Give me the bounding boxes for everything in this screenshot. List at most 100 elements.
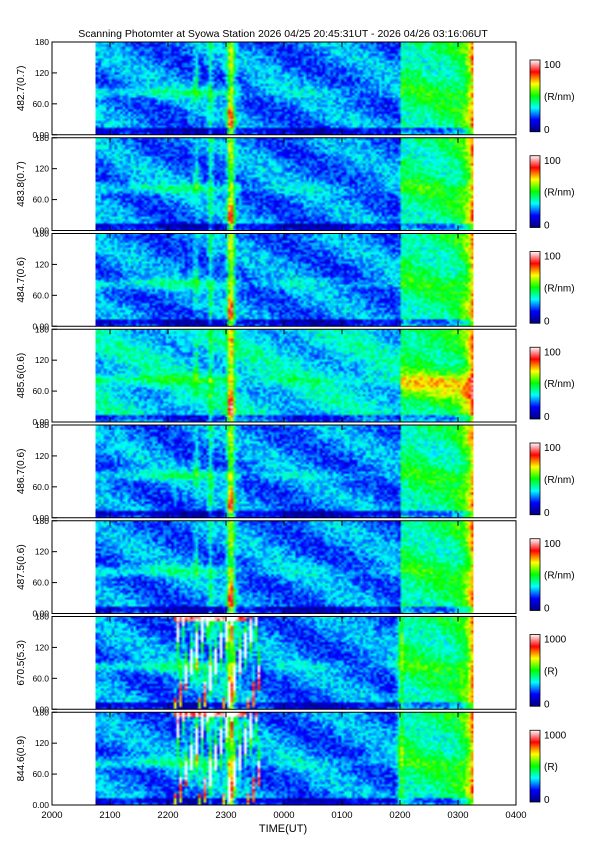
colorbar-label: 0 [544, 221, 550, 232]
y-tick-label: 180 [35, 37, 49, 47]
y-tick-label: 60.0 [32, 673, 49, 683]
colorbar-label: 0 [544, 604, 550, 615]
panel: 0.00 60.0 120 180 483.8(0.7) 100 (R/nm) 0 [16, 133, 575, 236]
colorbar-label: 100 [544, 347, 561, 358]
x-tick-label: 0300 [447, 810, 468, 821]
y-tick-label: 60.0 [32, 99, 49, 109]
y-tick-label: 0.00 [32, 226, 49, 236]
colorbar [529, 59, 541, 133]
colorbar-label: 1000 [544, 635, 567, 646]
heatmap-image [95, 425, 474, 518]
panel-label: 487.5(0.6) [16, 544, 27, 590]
colorbar-label: 100 [544, 443, 561, 454]
x-tick-label: 0100 [331, 810, 352, 821]
heatmap-image [95, 712, 474, 805]
heatmap-image [95, 233, 474, 327]
y-tick-label: 180 [35, 516, 49, 526]
y-tick-label: 180 [35, 229, 49, 239]
y-tick-label: 120 [35, 547, 49, 557]
panel: 0.00 60.0 120 180 844.6(0.9) 1000 (R) 0 [16, 707, 567, 810]
colorbar-label: 0 [544, 508, 550, 519]
x-tick-label: 2200 [157, 810, 178, 821]
colorbar [529, 538, 541, 611]
heatmap-image [95, 329, 474, 422]
y-tick-label: 0.00 [32, 130, 49, 140]
y-tick-label: 60.0 [32, 769, 49, 779]
y-tick-label: 60.0 [32, 290, 49, 300]
panel-label: 844.6(0.9) [16, 736, 27, 782]
panel: 0.00 60.0 120 180 670.5(5.3) 1000 (R) 0 [16, 612, 567, 715]
y-tick-label: 120 [35, 355, 49, 365]
panel-label: 485.6(0.6) [16, 353, 27, 399]
y-tick-label: 0.00 [32, 513, 49, 523]
colorbar-label: (R/nm) [544, 475, 575, 486]
colorbar [529, 155, 541, 228]
panel: 0.00 60.0 120 180 482.7(0.7) 100 (R/nm) 0 [16, 37, 575, 140]
colorbar-label: (R/nm) [544, 92, 575, 103]
y-tick-label: 60.0 [32, 578, 49, 588]
x-tick-label: 0200 [389, 810, 410, 821]
x-tick-label: 2300 [215, 810, 236, 821]
y-tick-label: 120 [35, 451, 49, 461]
colorbar-label: 0 [544, 316, 550, 327]
panel-label: 670.5(5.3) [16, 640, 27, 686]
colorbar-label: 0 [544, 125, 550, 136]
heatmap-image [95, 137, 474, 231]
colorbar-label: (R/nm) [544, 283, 575, 294]
y-tick-label: 0.00 [32, 609, 49, 619]
x-axis: 2000 2100 2200 2300 0000 0100 0200 0300 0400 [41, 810, 526, 821]
colorbar-label: (R) [544, 762, 558, 773]
colorbar-label: (R) [544, 666, 558, 677]
panel: 0.00 60.0 120 180 484.7(0.6) 100 (R/nm) 0 [16, 229, 575, 332]
colorbar-label: 0 [544, 699, 550, 710]
y-tick-label: 120 [35, 642, 49, 652]
colorbar [529, 346, 541, 420]
y-tick-label: 120 [35, 259, 49, 269]
colorbar-label: 100 [544, 539, 561, 550]
colorbar-label: 0 [544, 795, 550, 806]
y-tick-label: 0.00 [32, 704, 49, 714]
colorbar [529, 251, 541, 324]
panel: 0.00 60.0 120 180 486.7(0.6) 100 (R/nm) 0 [16, 420, 575, 523]
colorbar-label: 0 [544, 412, 550, 423]
heatmap-image [95, 42, 474, 135]
colorbar-label: 1000 [544, 730, 567, 741]
chart-title: Scanning Photomter at Syowa Station 2026… [78, 28, 488, 40]
panel: 0.00 60.0 120 180 487.5(0.6) 100 (R/nm) 0 [16, 516, 575, 619]
panel-label: 484.7(0.6) [16, 257, 27, 303]
colorbar-label: 100 [544, 252, 561, 263]
panel-label: 482.7(0.7) [16, 66, 27, 112]
colorbar-label: 100 [544, 60, 561, 71]
y-tick-label: 60.0 [32, 482, 49, 492]
colorbar-label: 100 [544, 156, 561, 167]
colorbar [529, 442, 541, 516]
colorbar [529, 729, 541, 803]
x-axis-label: TIME(UT) [259, 823, 307, 835]
y-tick-label: 0.00 [32, 800, 49, 810]
heatmap-image [95, 520, 474, 614]
y-tick-label: 120 [35, 164, 49, 174]
y-tick-label: 180 [35, 133, 49, 143]
y-tick-label: 180 [35, 420, 49, 430]
y-tick-label: 60.0 [32, 195, 49, 205]
y-tick-label: 0.00 [32, 417, 49, 427]
x-tick-label: 2100 [99, 810, 120, 821]
panel-label: 486.7(0.6) [16, 449, 27, 495]
colorbar-label: (R/nm) [544, 571, 575, 582]
y-tick-label: 60.0 [32, 386, 49, 396]
x-tick-label: 0400 [505, 810, 526, 821]
panel-label: 483.8(0.7) [16, 161, 27, 207]
colorbar-label: (R/nm) [544, 379, 575, 390]
y-tick-label: 180 [35, 612, 49, 622]
y-tick-label: 0.00 [32, 321, 49, 331]
y-tick-label: 120 [35, 68, 49, 78]
panel: 0.00 60.0 120 180 485.6(0.6) 100 (R/nm) 0 [16, 324, 575, 427]
y-tick-label: 180 [35, 707, 49, 717]
y-tick-label: 120 [35, 738, 49, 748]
x-tick-label: 2000 [41, 810, 62, 821]
y-tick-label: 180 [35, 324, 49, 334]
panels: 0.00 60.0 120 180 482.7(0.7) 100 (R/nm) 0 0.00 60… [16, 37, 575, 810]
colorbar [529, 634, 541, 707]
x-tick-label: 0000 [273, 810, 294, 821]
